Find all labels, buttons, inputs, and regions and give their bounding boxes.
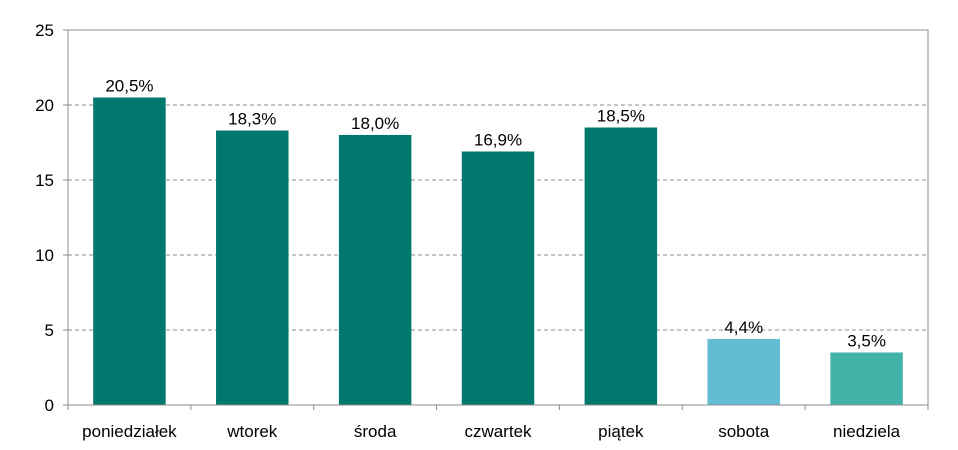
y-tick-label-3: 15 xyxy=(35,171,54,190)
y-tick-label-5: 25 xyxy=(35,21,54,40)
y-tick-labels: 0 5 10 15 20 25 xyxy=(35,21,54,415)
data-labels: 20,5% 18,3% 18,0% 16,9% 18,5% 4,4% 3,5% xyxy=(105,77,886,351)
x-tick-label-0: poniedziałek xyxy=(82,422,177,441)
x-tick-label-1: wtorek xyxy=(226,422,278,441)
bar-2 xyxy=(338,135,412,405)
y-tick-label-0: 0 xyxy=(45,396,54,415)
bar-4 xyxy=(584,127,658,405)
x-tick-labels: poniedziałek wtorek środa czwartek piątek sob… xyxy=(82,422,900,441)
x-tick-label-5: sobota xyxy=(718,422,770,441)
x-tick-label-6: niedziela xyxy=(833,422,901,441)
data-label-1: 18,3% xyxy=(228,110,276,129)
data-label-5: 4,4% xyxy=(724,318,763,337)
y-tick-label-1: 5 xyxy=(45,321,54,340)
x-tick-label-3: czwartek xyxy=(464,422,532,441)
data-label-0: 20,5% xyxy=(105,77,153,96)
bar-3 xyxy=(461,151,535,405)
x-tick-label-4: piątek xyxy=(598,422,644,441)
bar-0 xyxy=(93,97,166,405)
bar-6 xyxy=(830,352,903,405)
bar-5 xyxy=(707,339,780,405)
y-tick-label-4: 20 xyxy=(35,96,54,115)
data-label-3: 16,9% xyxy=(474,131,522,150)
data-label-2: 18,0% xyxy=(351,114,399,133)
bar-1 xyxy=(216,130,289,405)
data-label-4: 18,5% xyxy=(597,107,645,126)
data-label-6: 3,5% xyxy=(847,332,886,351)
bars xyxy=(93,97,903,405)
y-tick-label-2: 10 xyxy=(35,246,54,265)
axes xyxy=(63,29,929,410)
x-tick-label-2: środa xyxy=(354,422,397,441)
